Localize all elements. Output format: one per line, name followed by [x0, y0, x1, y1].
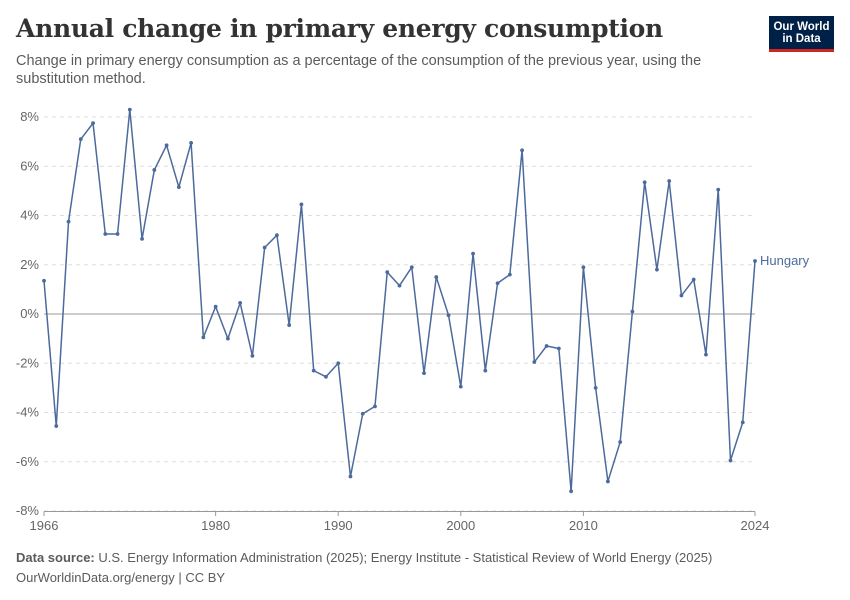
data-point [324, 374, 328, 379]
data-point [299, 202, 304, 207]
y-tick-label: 0% [20, 306, 39, 321]
data-point [569, 489, 574, 494]
data-point [152, 168, 157, 172]
data-point [507, 272, 512, 277]
data-point [691, 277, 696, 282]
y-tick-label: 2% [20, 257, 39, 272]
data-point [115, 232, 120, 236]
data-point [275, 233, 279, 238]
data-point [311, 368, 316, 373]
data-point [385, 270, 390, 275]
series-line [43, 108, 756, 493]
data-point [581, 265, 586, 270]
data-point [655, 267, 659, 272]
data-point [495, 281, 500, 286]
data-point [140, 236, 144, 241]
data-point [127, 107, 132, 112]
data-point [422, 371, 426, 375]
grid-lines [44, 116, 755, 512]
data-point [54, 424, 59, 428]
data-point [287, 323, 292, 327]
data-point [446, 313, 451, 318]
chart-subtitle: Change in primary energy consumption as … [16, 53, 702, 87]
data-point [716, 187, 721, 192]
owid-logo[interactable]: Our World in Data [769, 16, 834, 52]
y-tick-label: -4% [16, 405, 40, 420]
data-point [78, 137, 83, 142]
chart-footer: Data source: U.S. Energy Information Adm… [16, 548, 712, 588]
data-source-text: U.S. Energy Information Administration (… [98, 550, 713, 565]
x-tick-label: 2000 [446, 518, 475, 533]
data-point [250, 353, 255, 358]
data-point [348, 474, 353, 479]
data-point [458, 384, 463, 389]
data-point [409, 265, 414, 270]
data-point [262, 245, 267, 250]
y-tick-label: -2% [16, 355, 40, 370]
data-point [238, 301, 243, 305]
series-label: Hungary [760, 253, 810, 268]
data-point [189, 140, 194, 145]
x-tick-label: 1966 [30, 518, 59, 533]
y-tick-label: 4% [20, 208, 39, 223]
data-point [630, 309, 635, 314]
data-point [201, 335, 206, 340]
footer-link[interactable]: OurWorldinData.org/energy | CC BY [16, 570, 226, 585]
data-point [593, 385, 598, 390]
data-point [740, 420, 745, 425]
y-tick-label: 6% [20, 158, 39, 173]
data-point [532, 360, 537, 364]
series-layer: Hungary [42, 107, 810, 494]
data-point [704, 352, 708, 357]
data-point [336, 361, 341, 366]
data-point [605, 479, 610, 484]
data-point [164, 143, 169, 148]
data-point [556, 346, 561, 351]
logo-line-2: in Data [782, 33, 821, 45]
data-point [42, 278, 46, 283]
data-source-line: Data source: U.S. Energy Information Adm… [16, 548, 712, 568]
y-tick-label: 8% [20, 109, 39, 124]
data-point [360, 411, 365, 416]
data-point [618, 440, 623, 444]
data-point [213, 304, 218, 309]
data-point [642, 180, 647, 185]
data-point [373, 404, 377, 409]
x-tick-label: 2010 [569, 518, 598, 533]
chart-title: Annual change in primary energy consumpt… [16, 14, 663, 43]
data-point [667, 179, 672, 183]
data-point [66, 219, 71, 224]
data-point [434, 275, 439, 279]
data-point [103, 232, 108, 236]
data-point [753, 259, 757, 263]
data-point [544, 344, 549, 348]
data-point [397, 283, 402, 288]
y-axis: -8% -6% -4% -2% 0% 2% 4% 6% 8% [16, 109, 40, 518]
data-point [176, 185, 181, 190]
data-point [520, 148, 524, 153]
data-point [225, 336, 230, 341]
data-point [471, 251, 475, 256]
x-tick-label: 1990 [324, 518, 353, 533]
logo-line-1: Our World [773, 21, 830, 33]
data-point [483, 368, 488, 373]
x-tick-label: 2024 [741, 518, 770, 533]
y-tick-label: -8% [16, 503, 40, 518]
y-tick-label: -6% [16, 454, 40, 469]
data-point [679, 293, 684, 298]
data-point [91, 121, 95, 126]
data-point [728, 458, 733, 463]
data-source-label: Data source: [16, 550, 95, 565]
x-tick-label: 1980 [201, 518, 230, 533]
x-axis: 1966 1980 1990 2000 2010 2024 [30, 511, 770, 533]
